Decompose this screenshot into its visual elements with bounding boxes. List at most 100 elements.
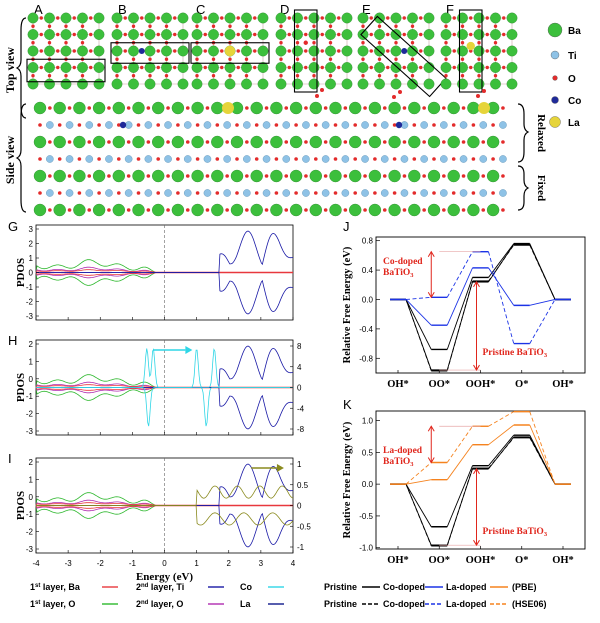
y-tick-label: 0.4	[362, 266, 374, 275]
ba-atom	[144, 62, 156, 73]
o-atom	[57, 191, 62, 195]
ti-atom	[499, 189, 507, 197]
ti-atom	[499, 121, 507, 129]
ba-atom	[275, 78, 287, 90]
ba-atom	[270, 101, 283, 115]
ti-atom	[262, 189, 271, 197]
series-connector	[488, 411, 514, 427]
ba-atom	[111, 29, 123, 40]
o-atom	[369, 32, 373, 37]
ba-atom	[171, 135, 185, 149]
ba-atom	[257, 29, 269, 40]
o-atom	[304, 32, 308, 37]
ba-atom	[357, 45, 369, 57]
o-atom	[287, 65, 291, 70]
series-connector	[446, 444, 473, 480]
o-atom	[195, 74, 199, 78]
la-atom	[222, 102, 234, 114]
ti-atom	[65, 121, 74, 129]
ba-atom	[241, 62, 252, 73]
ti-atom	[479, 121, 488, 129]
ba-atom	[191, 62, 203, 73]
o-atom	[67, 174, 72, 178]
o-atom	[72, 65, 76, 70]
ba-atom	[473, 12, 485, 24]
ti-atom	[164, 189, 172, 197]
ba-atom	[161, 12, 172, 24]
ba-atom	[73, 203, 86, 217]
o-atom	[235, 123, 239, 127]
o-atom	[107, 106, 111, 110]
ba-atom	[374, 78, 385, 90]
o-atom	[166, 106, 170, 110]
ti-atom	[479, 189, 488, 197]
o-atom	[343, 106, 348, 110]
o-atom	[253, 49, 257, 53]
o-atom	[31, 41, 35, 45]
o-atom	[87, 140, 92, 144]
o-atom	[460, 24, 465, 28]
ti-atom	[262, 155, 271, 163]
ba-atom	[77, 62, 88, 73]
ba-atom	[427, 169, 441, 183]
o-atom	[471, 157, 476, 161]
ba-atom	[151, 135, 165, 149]
o-atom	[72, 32, 76, 37]
selection-box	[360, 15, 447, 98]
ti-atom	[321, 121, 330, 129]
ba-atom	[357, 78, 369, 90]
o-atom	[185, 208, 190, 212]
ba-atom	[44, 62, 55, 73]
ba-atom	[93, 78, 105, 90]
ba-atom	[423, 78, 435, 90]
o-atom	[80, 24, 85, 28]
ba-atom	[473, 62, 485, 73]
o-atom	[469, 16, 473, 20]
ti-atom	[420, 121, 428, 129]
ba-atom	[27, 12, 39, 24]
ba-atom	[490, 29, 501, 40]
ti-atom	[203, 189, 212, 197]
o-atom	[211, 74, 216, 78]
adsorbate-o	[392, 95, 396, 99]
o-atom	[287, 32, 291, 37]
ti-atom	[459, 121, 468, 129]
o-atom	[57, 123, 62, 127]
y-tick-label: 0	[29, 269, 34, 278]
o-atom	[64, 41, 68, 45]
o-atom	[361, 74, 365, 78]
series-connector	[488, 251, 515, 344]
o-atom	[369, 49, 373, 53]
o-atom	[491, 123, 495, 127]
ba-atom	[151, 203, 165, 217]
ba-atom	[161, 62, 172, 73]
o-atom	[156, 65, 160, 70]
y2-tick-label: 1	[297, 460, 302, 469]
ba-atom	[73, 135, 86, 149]
ti-atom	[124, 155, 133, 163]
x-tick-label: -3	[65, 559, 73, 568]
selection-box	[458, 9, 483, 93]
o-atom	[419, 49, 423, 53]
o-atom	[373, 157, 377, 161]
o-atom	[254, 123, 259, 127]
o-atom	[284, 174, 289, 178]
y-tick-label: 1	[29, 254, 34, 263]
ba-atom	[440, 12, 452, 24]
ti-atom	[321, 189, 330, 197]
o-atom	[410, 24, 415, 28]
o-atom	[67, 140, 72, 144]
ba-atom	[308, 62, 320, 73]
o-atom	[432, 157, 436, 161]
o-atom	[215, 191, 220, 195]
ba-atom	[457, 78, 468, 90]
o-atom	[220, 32, 224, 37]
o-atom	[477, 24, 481, 28]
ti-atom	[65, 189, 74, 197]
o-atom	[140, 16, 144, 20]
superscript: nd	[141, 583, 149, 589]
ba-atom	[257, 78, 269, 90]
ba-atom	[224, 78, 236, 90]
o-atom	[156, 49, 160, 53]
ba-atom	[490, 62, 501, 73]
